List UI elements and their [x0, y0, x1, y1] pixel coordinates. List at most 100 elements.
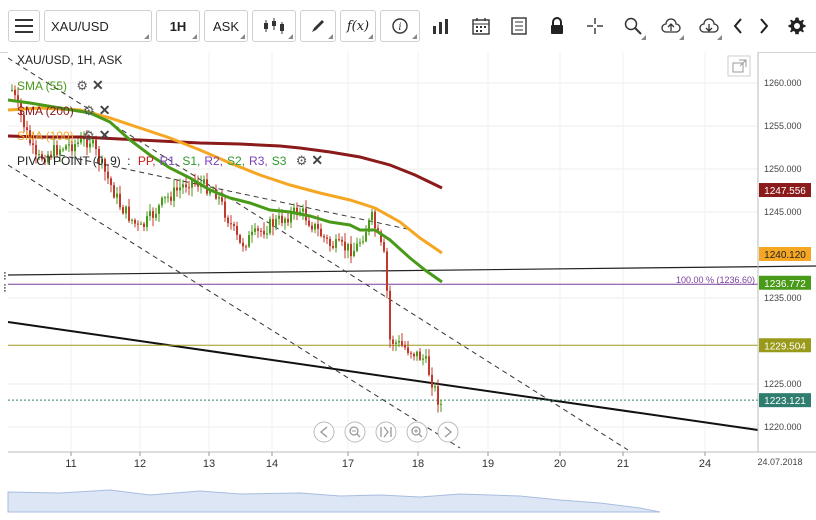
candle	[116, 187, 118, 205]
magnifier-icon	[624, 17, 642, 35]
candle-body	[242, 242, 244, 247]
candle	[311, 221, 313, 233]
volume-button[interactable]	[426, 10, 456, 42]
candle	[68, 137, 70, 152]
nav-next-button[interactable]	[437, 421, 459, 443]
popout-icon	[732, 62, 744, 73]
candle-body	[311, 225, 313, 230]
timeframe-selector[interactable]: 1H	[156, 10, 200, 42]
reset-icon	[380, 426, 392, 438]
instrument-legend: XAU/USD, 1H, ASK	[17, 53, 122, 67]
lock-icon	[551, 17, 563, 34]
symbol-selector[interactable]: XAU/USD	[44, 10, 152, 42]
candle	[266, 225, 268, 239]
gear-icon[interactable]: ⚙	[83, 103, 95, 118]
pen-icon	[312, 20, 324, 32]
drag-handle-icon[interactable]: ⁝	[3, 269, 7, 283]
nav-reset-button[interactable]	[375, 421, 397, 443]
info-button[interactable]: i	[380, 10, 420, 42]
chevron-left-icon	[733, 18, 742, 34]
candle	[320, 223, 322, 238]
candle-body	[365, 231, 367, 242]
candle-body	[308, 220, 310, 226]
nav-zoom-in-button[interactable]	[406, 421, 428, 443]
indicators-button[interactable]: f(x)	[340, 10, 376, 42]
candlestick-icon	[264, 18, 284, 34]
chart-type-button[interactable]	[252, 10, 296, 42]
candle-body	[44, 159, 46, 163]
drawing-tools-button[interactable]	[300, 10, 336, 42]
candle-body	[101, 159, 103, 163]
popout-button[interactable]	[727, 55, 751, 77]
price-tick-label: 1245.000	[764, 207, 802, 217]
cloud-upload-icon	[661, 18, 681, 33]
time-tick-label: 13	[203, 458, 215, 470]
settings-button[interactable]	[784, 10, 810, 42]
candle-body	[404, 345, 406, 348]
candle	[416, 350, 418, 361]
news-button[interactable]	[504, 10, 534, 42]
candle-body	[38, 154, 40, 156]
close-icon[interactable]: ✕	[92, 77, 104, 93]
candle-body	[47, 154, 49, 163]
close-icon[interactable]: ✕	[98, 127, 111, 143]
candle-body	[437, 386, 439, 405]
horizontal-levels	[8, 283, 758, 401]
download-button[interactable]	[694, 10, 724, 42]
candle-body	[335, 239, 337, 248]
candle-body	[203, 179, 205, 184]
scroll-left-button[interactable]	[728, 10, 748, 42]
candle	[218, 194, 220, 205]
candle-body	[128, 206, 130, 221]
upload-button[interactable]	[656, 10, 686, 42]
candle-body	[323, 236, 325, 238]
gear-icon[interactable]: ⚙	[76, 78, 89, 93]
candle	[260, 227, 262, 237]
candle-body	[341, 239, 343, 242]
gear-icon[interactable]: ⚙	[83, 128, 95, 143]
close-icon[interactable]: ✕	[98, 102, 111, 118]
candle-body	[137, 223, 139, 225]
scroll-right-button[interactable]	[754, 10, 774, 42]
candle-body	[230, 223, 232, 225]
candle-body	[32, 143, 34, 145]
candle-body	[74, 143, 76, 152]
candle	[314, 222, 316, 234]
candle	[170, 191, 172, 206]
candle	[143, 222, 145, 232]
candle-body	[215, 189, 217, 199]
candle-body	[167, 196, 169, 198]
candle	[272, 213, 274, 236]
lock-button[interactable]	[542, 10, 572, 42]
price-tick-label: 1235.000	[764, 293, 802, 303]
candle-body	[71, 144, 73, 152]
date-label: 24.07.2018	[757, 457, 802, 467]
candle-body	[272, 219, 274, 227]
crosshair-button[interactable]	[580, 10, 610, 42]
candle-body	[413, 353, 415, 357]
plot-area	[8, 52, 758, 452]
menu-button[interactable]	[8, 10, 40, 42]
nav-zoom-out-button[interactable]	[344, 421, 366, 443]
candle	[107, 163, 109, 185]
price-type-selector[interactable]: ASK	[204, 10, 248, 42]
price-chart[interactable]: 100.00 % (1236.60) 1260.000 1255.000 1250.…	[0, 52, 816, 520]
candle-body	[209, 190, 211, 194]
gear-icon[interactable]: ⚙	[295, 153, 308, 168]
candle	[146, 211, 148, 232]
zoom-button[interactable]	[618, 10, 648, 42]
drag-handle-icon[interactable]: ⁝	[3, 281, 7, 295]
calendar-button[interactable]	[466, 10, 496, 42]
candle	[251, 224, 253, 243]
close-icon[interactable]: ✕	[311, 152, 324, 168]
hamburger-icon	[15, 19, 33, 33]
pivot-level-label: S1,	[182, 154, 201, 168]
candle	[125, 205, 127, 219]
candle	[17, 87, 19, 108]
nav-prev-button[interactable]	[313, 421, 335, 443]
channel-lower-dashed	[7, 164, 461, 449]
price-tick-label: 1250.000	[764, 164, 802, 174]
candle-body	[149, 211, 151, 217]
candle-body	[287, 218, 289, 223]
candle	[239, 233, 241, 245]
